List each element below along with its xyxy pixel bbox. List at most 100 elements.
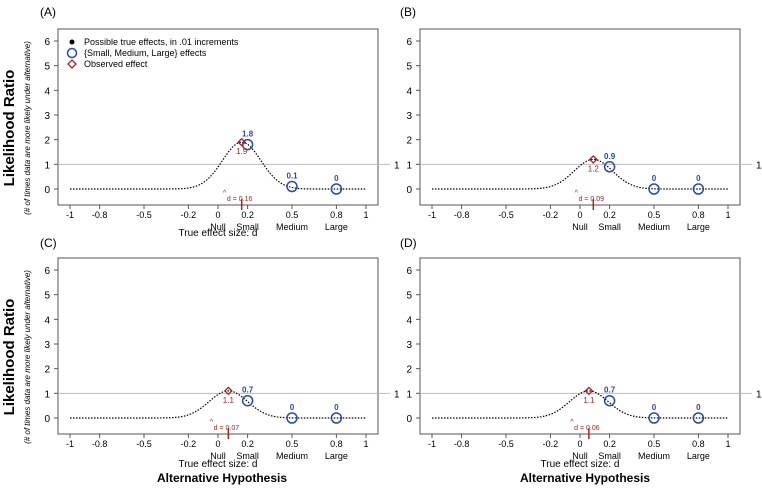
reference-line-label: 1 bbox=[756, 389, 762, 400]
y-tick-label: 5 bbox=[44, 291, 50, 302]
y-tick-label: 6 bbox=[406, 266, 412, 277]
x-tick-label: 0 bbox=[577, 439, 582, 449]
observed-effect-diamond bbox=[588, 154, 598, 164]
observed-effect-diamond bbox=[237, 137, 247, 147]
reference-line-label: 1 bbox=[394, 389, 400, 400]
x-tick-label: 0 bbox=[577, 210, 582, 220]
legend-item-label: Observed effect bbox=[84, 59, 148, 69]
reference-line-label: 1 bbox=[756, 160, 762, 171]
panels: (A) 0 1 2 3 4 5 6 1 -1 -0.8 -0.5 -0.2 0 0.2 0.5 0.8 1 Null… bbox=[40, 5, 762, 470]
x-tick-label: 0.5 bbox=[648, 210, 661, 220]
y-tick-label: 1 bbox=[44, 160, 50, 171]
hypothesis-value-label: 0 bbox=[696, 174, 701, 183]
hypothesis-label-large: Large bbox=[687, 451, 710, 461]
x-tick-label: 0.8 bbox=[330, 439, 343, 449]
observed-lr-label: 1.9 bbox=[236, 147, 248, 156]
x-tick-label: 1 bbox=[725, 439, 730, 449]
y-tick-label: 4 bbox=[406, 315, 412, 326]
hypothesis-value-label: 0 bbox=[652, 403, 657, 412]
legend-circle-icon bbox=[66, 47, 78, 59]
observed-d-label: d = 0.07 bbox=[214, 425, 240, 432]
x-tick-label: -0.8 bbox=[454, 439, 470, 449]
y-tick-label: 0 bbox=[406, 185, 412, 196]
hat-symbol: ^ bbox=[570, 419, 574, 426]
plot-frame bbox=[419, 257, 741, 435]
panel: (D) 0 1 2 3 4 5 6 1 -1 -0.8 -0.5 -0.2 0 0.2 0.5 0.8 1 Null… bbox=[400, 236, 762, 470]
x-tick-label: -0.8 bbox=[454, 210, 470, 220]
x-tick-label: -0.2 bbox=[543, 439, 559, 449]
x-tick-label: -0.5 bbox=[498, 439, 514, 449]
x-axis-label: True effect size: d bbox=[541, 459, 620, 470]
observed-lr-label: 1.1 bbox=[223, 396, 235, 405]
hypothesis-label-medium: Medium bbox=[276, 222, 308, 232]
x-tick-label: -0.8 bbox=[92, 210, 108, 220]
x-tick-label: -1 bbox=[428, 210, 436, 220]
y-tick-label: 0 bbox=[44, 185, 50, 196]
legend-dot-icon bbox=[69, 39, 75, 45]
x-tick-label: 0.2 bbox=[603, 439, 616, 449]
panel-label: (B) bbox=[400, 5, 416, 19]
y-tick-label: 6 bbox=[44, 266, 50, 277]
x-tick-label: 0 bbox=[215, 439, 220, 449]
plot-frame bbox=[57, 257, 379, 435]
panel: (C) 0 1 2 3 4 5 6 1 -1 -0.8 -0.5 -0.2 0 0.2 0.5 0.8 1 Null… bbox=[40, 236, 400, 470]
hypothesis-circle bbox=[603, 161, 616, 173]
hypothesis-circle bbox=[692, 412, 705, 424]
x-tick-label: 0.2 bbox=[241, 439, 254, 449]
y-tick-label: 5 bbox=[406, 291, 412, 302]
y-tick-label: 4 bbox=[44, 315, 50, 326]
hypothesis-circle bbox=[603, 394, 616, 407]
hypothesis-label-null: Null bbox=[572, 451, 588, 461]
likelihood-curve bbox=[432, 390, 728, 419]
x-tick-label: -0.2 bbox=[181, 210, 197, 220]
likelihood-curve bbox=[70, 141, 366, 190]
ylabel-main-top: Likelihood Ratio bbox=[1, 70, 18, 187]
hat-symbol: ^ bbox=[223, 190, 227, 197]
x-tick-label: 0.8 bbox=[692, 210, 705, 220]
observed-d-label: d = 0.06 bbox=[574, 425, 600, 432]
hypothesis-label-small: Small bbox=[236, 222, 259, 232]
observed-effect-diamond bbox=[223, 386, 233, 396]
hypothesis-label-large: Large bbox=[687, 222, 710, 232]
observed-lr-label: 1.2 bbox=[588, 164, 600, 173]
x-tick-label: 0.8 bbox=[330, 210, 343, 220]
panel-label: (C) bbox=[40, 236, 57, 250]
y-tick-label: 3 bbox=[406, 111, 412, 122]
hypothesis-value-label: 0.9 bbox=[604, 152, 616, 161]
x-tick-label: 0 bbox=[215, 210, 220, 220]
y-tick-label: 0 bbox=[406, 414, 412, 425]
hypothesis-circle bbox=[286, 412, 298, 424]
hypothesis-value-label: 0 bbox=[652, 174, 657, 183]
x-tick-label: -1 bbox=[66, 210, 74, 220]
likelihood-curve bbox=[432, 158, 728, 190]
y-tick-label: 6 bbox=[406, 37, 412, 48]
x-tick-label: 0.5 bbox=[286, 439, 299, 449]
hypothesis-label-null: Null bbox=[210, 451, 226, 461]
hypothesis-label-medium: Medium bbox=[638, 451, 670, 461]
y-tick-label: 4 bbox=[44, 86, 50, 97]
x-tick-label: -0.2 bbox=[181, 439, 197, 449]
legend-item-label: {Small, Medium, Large} effects bbox=[84, 48, 207, 58]
hypothesis-circle bbox=[648, 183, 660, 195]
x-tick-label: 1 bbox=[363, 439, 368, 449]
hat-symbol: ^ bbox=[575, 190, 579, 197]
panel-label: (A) bbox=[40, 5, 56, 19]
hypothesis-value-label: 0 bbox=[696, 403, 701, 412]
x-tick-label: -1 bbox=[66, 439, 74, 449]
y-tick-label: 2 bbox=[406, 136, 412, 147]
hypothesis-label-small: Small bbox=[598, 451, 621, 461]
x-axis-label: True effect size: d bbox=[179, 459, 258, 470]
hypothesis-value-label: 0.7 bbox=[242, 386, 254, 395]
panel: (B) 0 1 2 3 4 5 6 1 -1 -0.8 -0.5 -0.2 0 0.2 0.5 0.8 1 Null… bbox=[400, 5, 762, 232]
y-tick-label: 2 bbox=[44, 365, 50, 376]
x-tick-label: 0.8 bbox=[692, 439, 705, 449]
hypothesis-value-label: 0 bbox=[334, 403, 339, 412]
plot-frame bbox=[419, 28, 741, 206]
observed-lr-label: 1.1 bbox=[583, 396, 595, 405]
x-tick-label: 0.2 bbox=[241, 210, 254, 220]
observed-d-label: d = 0.16 bbox=[227, 196, 253, 203]
y-tick-label: 3 bbox=[44, 111, 50, 122]
ylabel-sub-top: (# of times data are more likely under a… bbox=[23, 41, 32, 215]
ylabel-main-bottom: Likelihood Ratio bbox=[1, 299, 18, 416]
observed-d-label: d = 0.09 bbox=[579, 196, 605, 203]
